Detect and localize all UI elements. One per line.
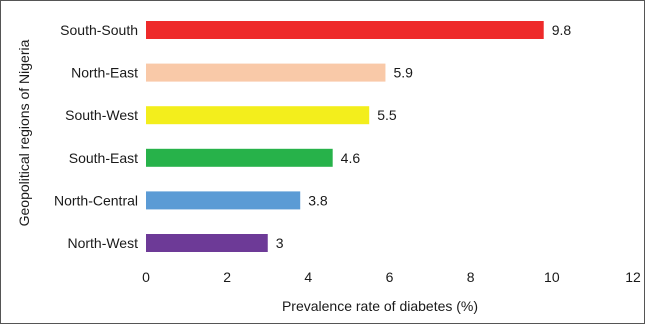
x-tick-label-0: 0 (142, 269, 150, 285)
x-tick-label-2: 2 (223, 269, 231, 285)
bar-south-east (146, 148, 333, 167)
y-axis-label: Geopolitical regions of Nigeria (16, 39, 32, 226)
category-label-north-east: North-East (71, 65, 138, 81)
bar-south-south (146, 21, 544, 39)
category-label-south-west: South-West (65, 107, 138, 123)
x-tick-label-10: 10 (544, 269, 560, 285)
x-axis-label: Prevalence rate of diabetes (%) (282, 298, 478, 314)
bars-group: South-South 9.8 North-East 5.9 South-West 5.5… (54, 21, 571, 252)
bar-north-east (146, 63, 386, 82)
value-label-south-south: 9.8 (552, 22, 572, 38)
category-label-south-south: South-South (60, 22, 138, 38)
bar-north-central (146, 191, 301, 210)
x-tick-label-8: 8 (467, 269, 475, 285)
x-tick-label-12: 12 (625, 269, 641, 285)
bar-north-west (146, 234, 268, 252)
category-label-south-east: South-East (69, 150, 138, 166)
bar-south-west (146, 106, 370, 125)
x-tick-label-6: 6 (386, 269, 394, 285)
x-tick-label-4: 4 (304, 269, 312, 285)
x-ticks-group: 0 2 4 6 8 10 12 (142, 269, 641, 285)
value-label-south-east: 4.6 (341, 150, 361, 166)
value-label-north-central: 3.8 (308, 192, 328, 208)
category-label-north-central: North-Central (54, 192, 138, 208)
value-label-north-east: 5.9 (393, 65, 413, 81)
value-label-south-west: 5.5 (377, 107, 397, 123)
category-label-north-west: North-West (67, 235, 138, 251)
value-label-north-west: 3 (276, 235, 284, 251)
